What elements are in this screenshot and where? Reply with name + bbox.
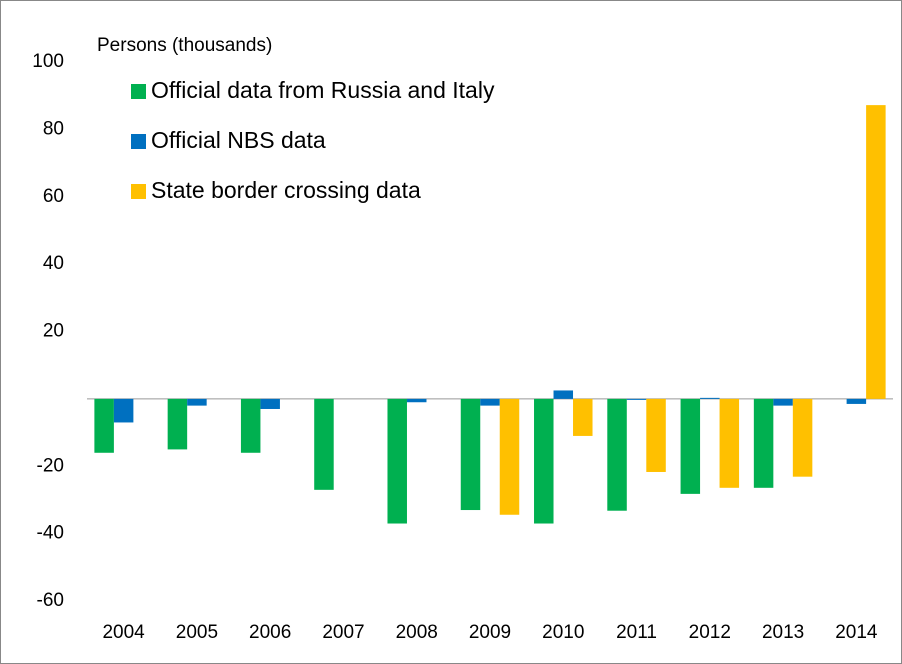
legend-label: State border crossing data	[151, 177, 421, 203]
bar	[573, 398, 593, 436]
x-tick-label: 2005	[176, 622, 218, 643]
x-tick-label: 2008	[396, 622, 438, 643]
legend-swatch	[131, 184, 146, 199]
y-tick-label: -20	[37, 455, 64, 476]
bar	[792, 398, 813, 477]
bar	[499, 398, 520, 515]
y-tick-label: -60	[37, 590, 64, 611]
bar	[534, 398, 554, 524]
bar	[646, 398, 666, 472]
x-tick-label: 2006	[249, 622, 291, 643]
legend-label: Official NBS data	[151, 127, 326, 153]
bar	[167, 398, 188, 450]
bar	[314, 398, 334, 490]
bar	[480, 398, 500, 406]
bar	[113, 398, 134, 423]
x-tick-label: 2014	[835, 622, 878, 643]
bar	[260, 398, 280, 409]
bar	[680, 398, 701, 494]
legend-label: Official data from Russia and Italy	[151, 77, 495, 103]
legend-swatch	[131, 84, 146, 99]
x-tick-label: 2004	[102, 622, 145, 643]
bar	[94, 398, 114, 453]
legend-swatch	[131, 134, 146, 149]
y-tick-label: 20	[43, 321, 64, 342]
bar	[553, 390, 574, 399]
bar	[773, 398, 793, 406]
bar	[846, 398, 867, 404]
x-tick-label: 2011	[616, 622, 657, 643]
bar	[607, 398, 627, 511]
x-tick-label: 2013	[762, 622, 804, 643]
y-tick-label: 60	[43, 186, 64, 207]
bar	[866, 105, 886, 399]
y-tick-label: 40	[43, 253, 64, 274]
x-tick-label: 2007	[322, 622, 364, 643]
x-tick-label: 2012	[689, 622, 731, 643]
y-axis-label: Persons (thousands)	[97, 35, 272, 56]
x-tick-label: 2009	[469, 622, 511, 643]
bar	[460, 398, 481, 511]
y-tick-label: -40	[37, 523, 64, 544]
bar	[719, 398, 740, 488]
y-tick-label: 80	[43, 118, 64, 139]
bar	[700, 397, 720, 399]
bar	[406, 398, 427, 403]
bar	[240, 398, 261, 453]
bar	[387, 398, 407, 524]
x-tick-label: 2010	[542, 622, 584, 643]
bar	[626, 398, 647, 400]
bar	[187, 398, 207, 406]
y-tick-label: 100	[32, 51, 64, 72]
bar	[753, 398, 774, 488]
